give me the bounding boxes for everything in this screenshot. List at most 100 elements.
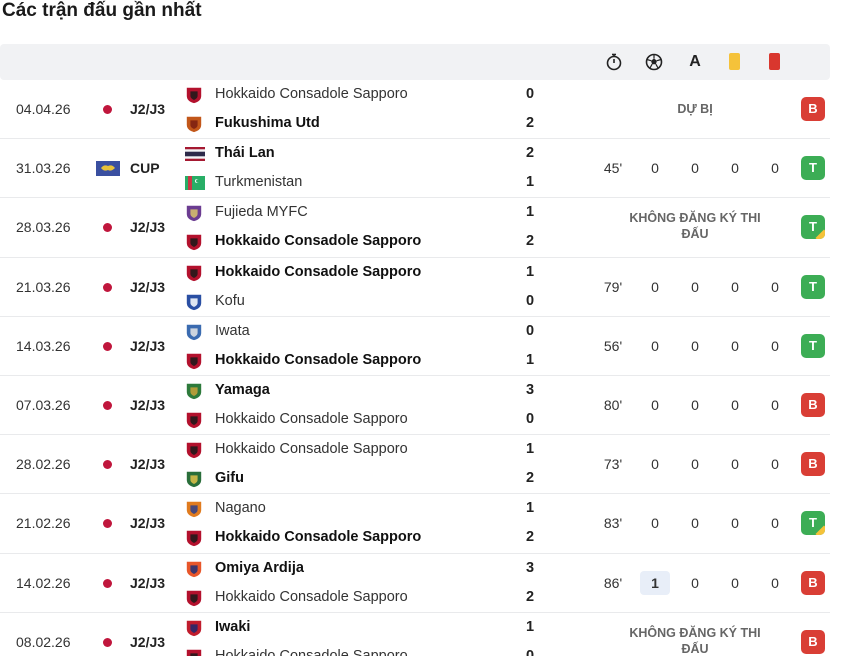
result-badge: B [801,570,825,595]
minutes-played: 73' [603,456,623,473]
result-label: T [809,219,817,235]
home-team[interactable]: Nagano [185,498,515,520]
home-score: 1 [525,500,535,517]
away-team[interactable]: Hokkaido Consadole Sapporo [185,231,515,253]
competition-label: J2/J3 [130,456,166,473]
red-cards-count: 0 [771,278,779,295]
competition-label: CUP [130,160,160,177]
goals-count: 0 [651,396,659,413]
minutes-played: 80' [603,396,623,413]
match-row[interactable]: 31.03.26 CUP Thái Lan Turkmenistan 2 1 45' 0 0 0 0… [0,139,830,199]
iwaki-logo-icon [185,619,205,637]
home-team[interactable]: Omiya Ardija [185,558,515,580]
match-row[interactable]: 04.04.26 J2/J3 Hokkaido Consadole Sapporo F… [0,80,830,140]
team-name: Iwata [215,322,250,339]
away-team[interactable]: Hokkaido Consadole Sapporo [185,409,515,431]
goals-count: 0 [651,456,659,473]
result-label: B [808,574,818,590]
home-team[interactable]: Iwata [185,321,515,343]
result-label: T [809,515,817,531]
result-label: T [809,337,817,353]
japan-flag-icon [103,282,112,292]
match-row[interactable]: 28.03.26 J2/J3 Fujieda MYFC Hokkaido Consad… [0,198,830,258]
team-name: Hokkaido Consadole Sapporo [215,529,422,546]
match-status-note: DỰ BỊ [677,102,713,116]
home-team[interactable]: Fujieda MYFC [185,202,515,224]
result-badge: T [801,274,825,299]
yellow-cards-count: 0 [731,278,739,295]
fukushima-utd-logo-icon [185,115,205,133]
match-date: 04.04.26 [16,101,71,117]
team-name: Omiya Ardija [215,559,304,576]
competition-label: J2/J3 [130,101,166,117]
team-name: Hokkaido Consadole Sapporo [215,86,408,102]
match-date: 31.03.26 [16,160,71,177]
home-team[interactable]: Iwaki [185,617,515,639]
yellow-cards-count: 0 [731,160,739,177]
japan-flag-icon [103,223,112,233]
red-cards-count: 0 [771,574,779,591]
away-score: 2 [525,233,535,250]
goals-count: 0 [651,160,659,177]
fujieda-myfc-logo-icon [185,204,205,222]
match-row[interactable]: 21.03.26 J2/J3 Hokkaido Consadole Sapporo K… [0,258,830,317]
team-name: Iwaki [215,618,251,635]
away-score: 1 [525,174,535,191]
stopwatch-icon [606,53,622,71]
japan-flag-icon [103,341,112,351]
home-score: 3 [525,559,535,576]
home-score: 1 [525,263,535,280]
goals-count: 0 [651,278,659,295]
match-row[interactable]: 21.02.26 J2/J3 Nagano Hokkaido Consadole Sa… [0,494,830,554]
kofu-logo-icon [185,293,205,311]
assists-count: 0 [691,337,699,354]
away-score: 0 [525,410,535,427]
match-date: 21.02.26 [16,515,71,532]
hokkaido-consadole-sapporo-logo-icon [185,589,205,607]
assists-count: 0 [691,515,699,532]
yellow-cards-count: 0 [731,337,739,354]
yellow-cards-count: 0 [731,515,739,532]
result-badge: B [801,97,825,121]
red-cards-count: 0 [771,160,779,177]
match-row[interactable]: 08.02.26 J2/J3 Iwaki Hokkaido Consadole Sap… [0,613,830,656]
away-team[interactable]: Kofu [185,291,515,313]
result-label: B [808,396,818,412]
away-team[interactable]: Fukushima Utd [185,113,515,135]
match-row[interactable]: 28.02.26 J2/J3 Hokkaido Consadole Sapporo G… [0,435,830,495]
team-name: Gifu [215,470,244,487]
away-score: 2 [525,529,535,546]
match-list: 04.04.26 J2/J3 Hokkaido Consadole Sapporo F… [0,80,830,656]
home-team[interactable]: Thái Lan [185,143,515,165]
home-team[interactable]: Yamaga [185,380,515,402]
match-row[interactable]: 07.03.26 J2/J3 Yamaga Hokkaido Consadole Sa… [0,376,830,436]
competition-label: J2/J3 [130,396,166,413]
away-team[interactable]: Hokkaido Consadole Sapporo [185,350,515,372]
away-team[interactable]: Gifu [185,468,515,490]
omiya-ardija-logo-icon [185,560,205,578]
result-label: B [808,456,818,472]
away-team[interactable]: Hokkaido Consadole Sapporo [185,527,515,549]
japan-flag-icon [103,637,112,647]
soccer-ball-icon [645,53,663,71]
minutes-played: 83' [603,515,623,532]
away-team[interactable]: Hokkaido Consadole Sapporo [185,646,515,656]
away-score: 0 [525,292,535,309]
competition-label: J2/J3 [130,633,166,650]
team-name: Hokkaido Consadole Sapporo [215,588,408,605]
away-team[interactable]: Hokkaido Consadole Sapporo [185,587,515,609]
team-name: Hokkaido Consadole Sapporo [215,410,408,427]
home-team[interactable]: Hokkaido Consadole Sapporo [185,439,515,461]
match-row[interactable]: 14.03.26 J2/J3 Iwata Hokkaido Consadole Sap… [0,317,830,376]
competition-label: J2/J3 [130,219,166,236]
team-name: Hokkaido Consadole Sapporo [215,351,422,368]
hokkaido-consadole-sapporo-logo-icon [185,441,205,459]
yellow-cards-count: 0 [731,396,739,413]
minutes-played: 45' [603,160,623,177]
match-date: 08.02.26 [16,633,71,650]
home-team[interactable]: Hokkaido Consadole Sapporo [185,84,515,106]
away-team[interactable]: Turkmenistan [185,172,515,194]
competition-label: J2/J3 [130,515,166,532]
home-team[interactable]: Hokkaido Consadole Sapporo [185,262,515,284]
match-row[interactable]: 14.02.26 J2/J3 Omiya Ardija Hokkaido Consad… [0,554,830,613]
